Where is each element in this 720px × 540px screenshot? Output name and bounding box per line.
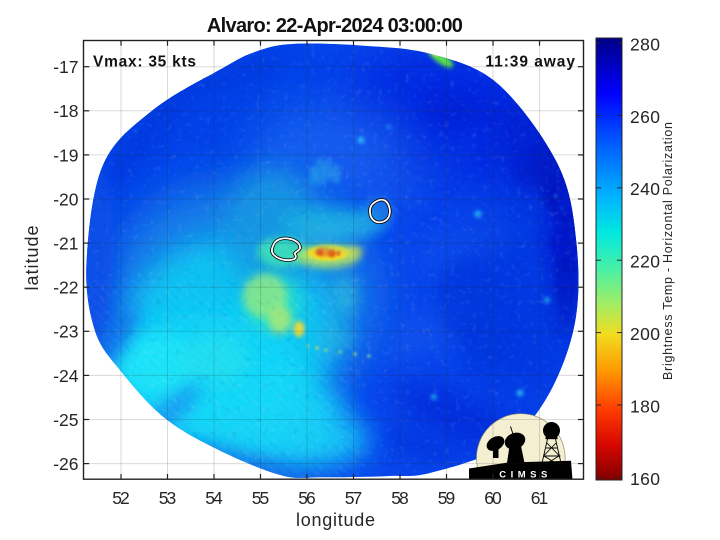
svg-text:59: 59 bbox=[438, 488, 455, 508]
svg-text:56: 56 bbox=[298, 488, 315, 508]
svg-text:Brightness Temp - Horizontal P: Brightness Temp - Horizontal Polarizatio… bbox=[661, 122, 675, 380]
svg-text:57: 57 bbox=[345, 488, 362, 508]
svg-text:-26: -26 bbox=[53, 454, 78, 474]
svg-text:180: 180 bbox=[630, 396, 660, 416]
svg-text:-21: -21 bbox=[53, 234, 78, 254]
svg-text:-22: -22 bbox=[53, 278, 78, 298]
svg-text:53: 53 bbox=[159, 488, 176, 508]
svg-text:-20: -20 bbox=[53, 189, 79, 209]
svg-text:-17: -17 bbox=[53, 57, 78, 77]
svg-text:60: 60 bbox=[484, 488, 502, 508]
svg-text:-24: -24 bbox=[53, 366, 79, 386]
svg-text:220: 220 bbox=[630, 252, 660, 272]
svg-text:-19: -19 bbox=[53, 145, 78, 165]
svg-text:-18: -18 bbox=[53, 101, 78, 121]
svg-text:longitude: longitude bbox=[296, 510, 375, 530]
svg-text:-25: -25 bbox=[53, 410, 78, 430]
svg-text:280: 280 bbox=[630, 34, 660, 54]
svg-text:latitude: latitude bbox=[22, 226, 42, 291]
svg-text:61: 61 bbox=[531, 488, 548, 508]
svg-text:CIMSS: CIMSS bbox=[499, 469, 552, 480]
svg-text:52: 52 bbox=[112, 488, 129, 508]
svg-text:240: 240 bbox=[630, 179, 660, 199]
svg-text:Alvaro: 22-Apr-2024 03:00:00: Alvaro: 22-Apr-2024 03:00:00 bbox=[207, 15, 463, 37]
svg-text:Vmax: 35 kts: Vmax: 35 kts bbox=[93, 53, 196, 70]
svg-text:160: 160 bbox=[630, 469, 660, 489]
svg-text:11:39 away: 11:39 away bbox=[485, 53, 575, 70]
svg-text:-23: -23 bbox=[53, 322, 78, 342]
svg-text:54: 54 bbox=[205, 488, 223, 508]
svg-text:200: 200 bbox=[630, 324, 660, 344]
svg-text:55: 55 bbox=[252, 488, 269, 508]
svg-text:260: 260 bbox=[630, 107, 660, 127]
svg-text:58: 58 bbox=[391, 488, 408, 508]
